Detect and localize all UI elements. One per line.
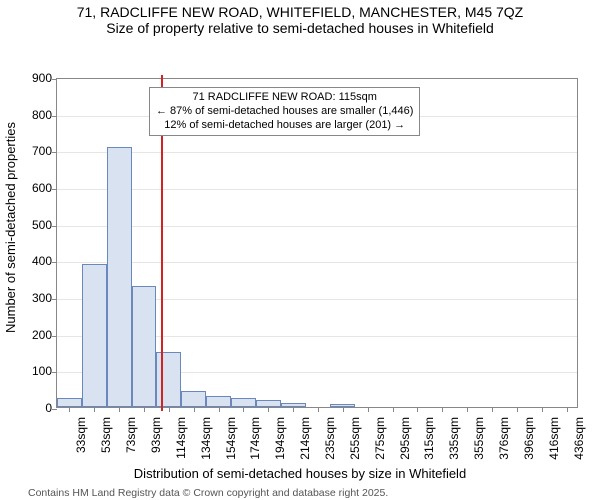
x-tick-label: 214sqm [298, 413, 312, 460]
y-axis-label: Number of semi-detached properties [3, 122, 18, 333]
y-tick-label: 400 [26, 254, 52, 268]
x-tick-mark [368, 407, 369, 412]
annotation-line-2: ← 87% of semi-detached houses are smalle… [156, 105, 413, 119]
title-line-2: Size of property relative to semi-detach… [0, 20, 600, 36]
gridline [57, 226, 577, 227]
x-axis-label: Distribution of semi-detached houses by … [0, 466, 600, 481]
gridline [57, 189, 577, 190]
footer: Contains HM Land Registry data © Crown c… [0, 487, 600, 500]
x-tick-label: 295sqm [398, 413, 412, 460]
x-tick-label: 114sqm [174, 413, 188, 459]
x-tick-mark [542, 407, 543, 412]
y-tick-label: 500 [26, 218, 52, 232]
y-tick-label: 600 [26, 181, 52, 195]
histogram-bar [206, 396, 231, 407]
chart-titles: 71, RADCLIFFE NEW ROAD, WHITEFIELD, MANC… [0, 0, 600, 36]
gridline [57, 152, 577, 153]
x-tick-mark [417, 407, 418, 412]
x-tick-mark [393, 407, 394, 412]
x-tick-mark [119, 407, 120, 412]
y-tick-mark [52, 152, 57, 153]
x-tick-label: 355sqm [472, 413, 486, 460]
annotation-line-1: 71 RADCLIFFE NEW ROAD: 115sqm [156, 91, 413, 105]
x-tick-mark [293, 407, 294, 412]
title-line-1: 71, RADCLIFFE NEW ROAD, WHITEFIELD, MANC… [0, 4, 600, 20]
x-tick-mark [318, 407, 319, 412]
footer-line-1: Contains HM Land Registry data © Crown c… [28, 487, 600, 500]
x-tick-mark [343, 407, 344, 412]
y-tick-label: 200 [26, 328, 52, 342]
annotation-box: 71 RADCLIFFE NEW ROAD: 115sqm← 87% of se… [149, 87, 420, 136]
x-tick-label: 335sqm [447, 413, 461, 460]
y-tick-label: 700 [26, 144, 52, 158]
y-tick-label: 0 [26, 401, 52, 415]
x-tick-mark [69, 407, 70, 412]
y-tick-mark [52, 79, 57, 80]
x-tick-label: 53sqm [99, 413, 113, 453]
x-tick-label: 235sqm [323, 413, 337, 460]
y-tick-label: 800 [26, 108, 52, 122]
x-tick-label: 174sqm [248, 413, 262, 460]
x-tick-label: 33sqm [74, 413, 88, 453]
y-tick-mark [52, 409, 57, 410]
histogram-bar [107, 147, 132, 407]
x-tick-label: 154sqm [224, 413, 238, 460]
annotation-line-3: 12% of semi-detached houses are larger (… [156, 119, 413, 133]
x-tick-mark [567, 407, 568, 412]
x-tick-label: 416sqm [547, 413, 561, 460]
histogram-bar [82, 264, 107, 407]
x-tick-label: 376sqm [497, 413, 511, 460]
x-tick-label: 255sqm [348, 413, 362, 460]
y-tick-label: 300 [26, 291, 52, 305]
x-tick-mark [268, 407, 269, 412]
y-tick-mark [52, 226, 57, 227]
x-tick-mark [243, 407, 244, 412]
plot-area: 33sqm53sqm73sqm93sqm114sqm134sqm154sqm17… [56, 78, 578, 408]
histogram-bar [156, 352, 181, 407]
y-tick-mark [52, 262, 57, 263]
x-tick-mark [442, 407, 443, 412]
x-tick-mark [467, 407, 468, 412]
x-tick-label: 315sqm [422, 413, 436, 460]
y-tick-label: 100 [26, 364, 52, 378]
histogram-bar [256, 400, 281, 407]
x-tick-label: 275sqm [373, 413, 387, 460]
histogram-bar [132, 286, 157, 407]
x-tick-label: 93sqm [149, 413, 163, 453]
x-tick-mark [94, 407, 95, 412]
y-tick-mark [52, 372, 57, 373]
y-tick-mark [52, 189, 57, 190]
histogram-bar [231, 398, 256, 407]
x-tick-label: 73sqm [124, 413, 138, 453]
y-tick-label: 900 [26, 71, 52, 85]
x-tick-mark [517, 407, 518, 412]
x-tick-mark [492, 407, 493, 412]
x-tick-mark [219, 407, 220, 412]
histogram-bar [181, 391, 206, 408]
x-tick-label: 396sqm [522, 413, 536, 460]
x-tick-label: 436sqm [572, 413, 586, 460]
x-tick-label: 134sqm [199, 413, 213, 460]
gridline [57, 262, 577, 263]
y-tick-mark [52, 299, 57, 300]
y-tick-mark [52, 336, 57, 337]
y-tick-mark [52, 116, 57, 117]
histogram-bar [57, 398, 82, 407]
x-tick-mark [169, 407, 170, 412]
x-tick-mark [194, 407, 195, 412]
x-tick-label: 194sqm [273, 413, 287, 460]
x-tick-mark [144, 407, 145, 412]
